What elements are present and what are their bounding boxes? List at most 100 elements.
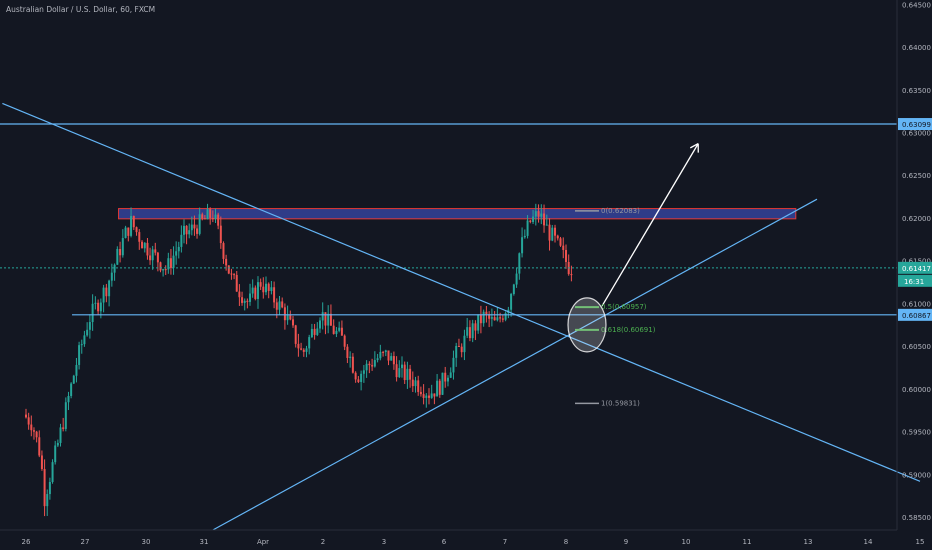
highlight-ellipse[interactable] bbox=[567, 297, 607, 353]
candle-body bbox=[316, 328, 319, 335]
candle-body bbox=[556, 235, 559, 239]
candle-body bbox=[392, 356, 395, 365]
candle-body bbox=[235, 274, 238, 292]
candle-body bbox=[270, 287, 273, 291]
candle-body bbox=[477, 314, 480, 331]
candle-body bbox=[422, 394, 425, 398]
candle-body bbox=[141, 241, 144, 249]
resistance-zone[interactable] bbox=[118, 208, 797, 220]
candle-body bbox=[281, 301, 284, 308]
candle-body bbox=[217, 214, 220, 226]
level-price-tag-bg bbox=[898, 118, 932, 131]
candles-layer bbox=[25, 203, 573, 517]
candle-body bbox=[110, 272, 113, 281]
y-tick-label: 0.62500 bbox=[902, 172, 931, 180]
candle-body bbox=[156, 252, 159, 263]
candle-body bbox=[411, 379, 414, 387]
candle-body bbox=[308, 337, 311, 349]
candle-body bbox=[354, 372, 357, 380]
candle-body bbox=[241, 297, 244, 303]
candle-body bbox=[172, 255, 175, 268]
candle-body bbox=[149, 255, 152, 261]
candle-body bbox=[452, 357, 455, 373]
candle-body bbox=[510, 293, 513, 310]
candle-body bbox=[436, 380, 439, 397]
candle-body bbox=[121, 238, 124, 256]
candle-body bbox=[543, 213, 546, 226]
candle-body bbox=[286, 315, 289, 321]
candle-body bbox=[425, 395, 428, 398]
candle-body bbox=[310, 328, 313, 338]
candle-body bbox=[529, 220, 532, 223]
y-tick-label: 0.59000 bbox=[902, 471, 931, 479]
candle-body bbox=[335, 330, 338, 334]
y-tick-label: 0.61500 bbox=[902, 258, 931, 266]
candle-body bbox=[211, 217, 214, 219]
candle-body bbox=[38, 437, 41, 456]
candle-body bbox=[382, 351, 385, 353]
candle-body bbox=[246, 300, 249, 302]
candle-body bbox=[384, 350, 387, 352]
candle-body bbox=[414, 380, 417, 387]
candle-body bbox=[398, 368, 401, 378]
candle-body bbox=[446, 377, 449, 382]
candle-body bbox=[499, 317, 502, 319]
candle-body bbox=[471, 323, 474, 339]
current-price-tag: 0.61417 bbox=[902, 265, 931, 273]
candle-body bbox=[182, 225, 185, 235]
trendline[interactable] bbox=[212, 198, 818, 531]
fib-level-label: 0.618(0.60691) bbox=[601, 326, 656, 334]
candle-body bbox=[25, 414, 27, 418]
y-tick-label: 0.64000 bbox=[902, 44, 931, 52]
candle-body bbox=[496, 317, 499, 321]
x-tick-label: 7 bbox=[503, 538, 507, 546]
x-tick-label: 6 bbox=[442, 538, 447, 546]
candle-body bbox=[83, 335, 86, 345]
x-tick-label: 9 bbox=[624, 538, 628, 546]
candle-body bbox=[294, 325, 297, 344]
candle-body bbox=[515, 273, 518, 285]
trendline[interactable] bbox=[2, 102, 921, 482]
candle-body bbox=[225, 258, 228, 266]
candle-body bbox=[395, 364, 398, 378]
fib-level-label: 0.5(0.60957) bbox=[601, 303, 647, 311]
candle-body bbox=[357, 379, 360, 382]
candle-body bbox=[537, 211, 540, 217]
candle-body bbox=[201, 214, 204, 219]
y-tick-label: 0.60500 bbox=[902, 343, 931, 351]
candle-body bbox=[164, 269, 167, 271]
x-tick-label: 30 bbox=[142, 538, 151, 546]
candle-body bbox=[406, 368, 409, 381]
candle-body bbox=[351, 356, 354, 373]
candle-body bbox=[159, 262, 162, 271]
candle-body bbox=[146, 242, 149, 256]
candle-body bbox=[51, 462, 54, 482]
candle-body bbox=[512, 284, 515, 294]
y-tick-label: 0.64500 bbox=[902, 1, 931, 9]
candle-body bbox=[444, 372, 447, 382]
countdown-tag: 16:31 bbox=[904, 278, 924, 286]
y-tick-label: 0.59500 bbox=[902, 429, 931, 437]
candle-body bbox=[162, 269, 165, 271]
candle-body bbox=[501, 318, 504, 320]
candle-body bbox=[80, 344, 83, 346]
x-tick-label: 2 bbox=[321, 538, 325, 546]
candle-body bbox=[532, 216, 535, 223]
candle-body bbox=[265, 283, 267, 293]
candle-body bbox=[132, 216, 135, 228]
candle-body bbox=[233, 274, 236, 276]
candle-body bbox=[102, 287, 105, 303]
candle-body bbox=[534, 211, 537, 217]
candle-body bbox=[327, 313, 330, 326]
candle-body bbox=[193, 224, 196, 229]
x-tick-label: 13 bbox=[804, 538, 813, 546]
candle-body bbox=[313, 328, 316, 335]
candle-body bbox=[267, 283, 270, 291]
x-tick-label: 8 bbox=[564, 538, 568, 546]
candle-body bbox=[219, 225, 222, 244]
projection-arrow[interactable] bbox=[601, 143, 699, 307]
candle-body bbox=[488, 314, 491, 319]
candle-body bbox=[169, 258, 172, 268]
x-tick-label: 27 bbox=[81, 538, 90, 546]
